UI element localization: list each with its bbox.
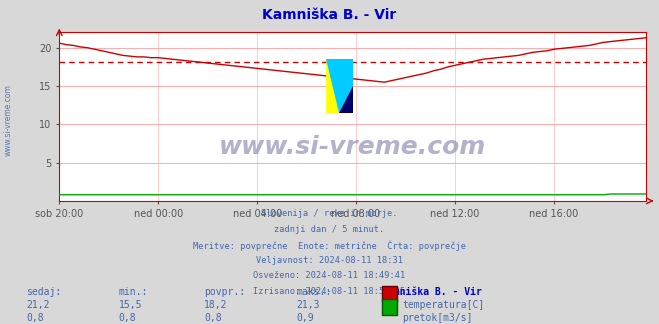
Text: temperatura[C]: temperatura[C] [402, 300, 484, 310]
Text: 18,2: 18,2 [204, 300, 228, 310]
Text: min.:: min.: [119, 287, 148, 297]
Text: 0,9: 0,9 [297, 313, 314, 323]
Text: 15,5: 15,5 [119, 300, 142, 310]
Text: Kamniška B. - Vir: Kamniška B. - Vir [382, 287, 482, 297]
Text: zadnji dan / 5 minut.: zadnji dan / 5 minut. [274, 225, 385, 234]
Text: Veljavnost: 2024-08-11 18:31: Veljavnost: 2024-08-11 18:31 [256, 256, 403, 265]
Text: pretok[m3/s]: pretok[m3/s] [402, 313, 473, 323]
Text: www.si-vreme.com: www.si-vreme.com [3, 84, 13, 156]
Text: Kamniška B. - Vir: Kamniška B. - Vir [262, 7, 397, 22]
Text: www.si-vreme.com: www.si-vreme.com [219, 135, 486, 159]
Text: Slovenija / reke in morje.: Slovenija / reke in morje. [261, 209, 398, 218]
Text: povpr.:: povpr.: [204, 287, 245, 297]
Text: 0,8: 0,8 [204, 313, 222, 323]
Text: Osveženo: 2024-08-11 18:49:41: Osveženo: 2024-08-11 18:49:41 [253, 271, 406, 280]
Text: 21,3: 21,3 [297, 300, 320, 310]
Text: 21,2: 21,2 [26, 300, 50, 310]
Text: Izrisano: 2024-08-11 18:53:35: Izrisano: 2024-08-11 18:53:35 [253, 287, 406, 296]
Text: maks.:: maks.: [297, 287, 331, 297]
Text: 0,8: 0,8 [119, 313, 136, 323]
Text: Meritve: povprečne  Enote: metrične  Črta: povprečje: Meritve: povprečne Enote: metrične Črta:… [193, 240, 466, 250]
Text: sedaj:: sedaj: [26, 287, 61, 297]
Text: 0,8: 0,8 [26, 313, 44, 323]
